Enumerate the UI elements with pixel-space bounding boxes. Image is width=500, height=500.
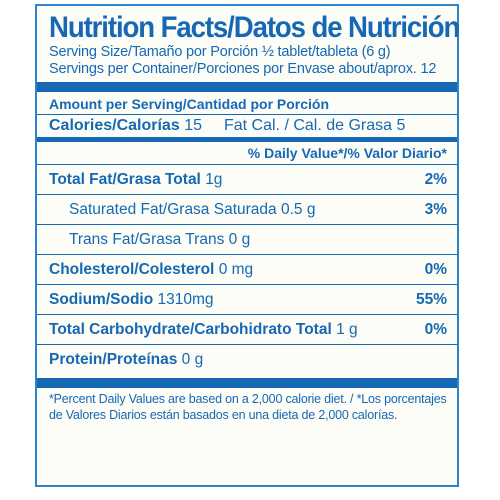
nutrient-amount: 0 g	[181, 351, 204, 368]
calories-value: 15	[184, 117, 202, 134]
nutrient-amount: 0.5 g	[280, 201, 316, 218]
nutrient-label: Saturated Fat/Grasa Saturada	[69, 201, 277, 218]
nutrient-amount: 1 g	[336, 321, 358, 338]
medium-divider	[37, 137, 457, 142]
nutrient-label: Total Fat/Grasa Total	[49, 171, 201, 188]
thin-divider	[37, 114, 457, 115]
nutrient-label: Protein/Proteínas	[49, 351, 178, 368]
nutrient-amount: 1310mg	[157, 291, 214, 308]
thin-divider	[37, 254, 457, 255]
nutrient-dv: 3%	[424, 201, 447, 218]
thin-divider	[37, 284, 457, 285]
nutrient-amount: 0 g	[228, 231, 251, 248]
nutrient-label: Total Carbohydrate/Carbohidrato Total	[49, 321, 332, 338]
nutrient-dv: 0%	[424, 321, 447, 338]
nutrient-row-sodium: Sodium/Sodio 1310mg 55%	[49, 285, 447, 314]
nutrient-row-protein: Protein/Proteínas 0 g	[49, 345, 447, 374]
serving-size: Serving Size/Tamaño por Porción ½ tablet…	[49, 44, 391, 60]
footnote: *Percent Daily Values are based on a 2,0…	[49, 392, 447, 422]
servings-per-container: Servings per Container/Porciones por Env…	[49, 61, 437, 77]
thin-divider	[37, 164, 457, 165]
nutrient-row-carbohydrate: Total Carbohydrate/Carbohidrato Total 1 …	[49, 315, 447, 344]
nutrient-row-cholesterol: Cholesterol/Colesterol 0 mg 0%	[49, 255, 447, 284]
nutrition-label: Nutrition Facts/Datos de Nutrición Servi…	[35, 4, 460, 487]
nutrient-dv: 0%	[424, 261, 447, 278]
thin-divider	[37, 314, 457, 315]
nutrient-label: Trans Fat/Grasa Trans	[69, 231, 225, 248]
thin-divider	[37, 224, 457, 225]
nutrient-label: Cholesterol/Colesterol	[49, 261, 215, 278]
nutrient-dv: 55%	[415, 291, 447, 308]
thin-divider	[37, 194, 457, 195]
nutrient-row-trans-fat: Trans Fat/Grasa Trans 0 g	[49, 225, 447, 254]
nutrient-amount: 1g	[205, 171, 223, 188]
thin-divider	[37, 344, 457, 345]
nutrient-amount: 0 mg	[218, 261, 254, 278]
nutrient-row-total-fat: Total Fat/Grasa Total 1g 2%	[49, 165, 447, 194]
calories-label: Calories/Calorías	[49, 117, 180, 134]
fat-calories: Fat Cal. / Cal. de Grasa 5	[223, 117, 406, 134]
nutrient-dv: 2%	[424, 171, 447, 188]
thick-divider	[37, 82, 457, 92]
nutrient-row-saturated-fat: Saturated Fat/Grasa Saturada 0.5 g 3%	[49, 195, 447, 224]
calories-row: Calories/Calorías 15 Fat Cal. / Cal. de …	[49, 115, 447, 137]
thick-divider	[37, 378, 457, 388]
label-title: Nutrition Facts/Datos de Nutrición	[49, 11, 460, 44]
nutrient-label: Sodium/Sodio	[49, 291, 154, 308]
daily-value-header: % Daily Value*/% Valor Diario*	[247, 145, 447, 161]
amount-per-serving: Amount per Serving/Cantidad por Porción	[49, 96, 330, 112]
